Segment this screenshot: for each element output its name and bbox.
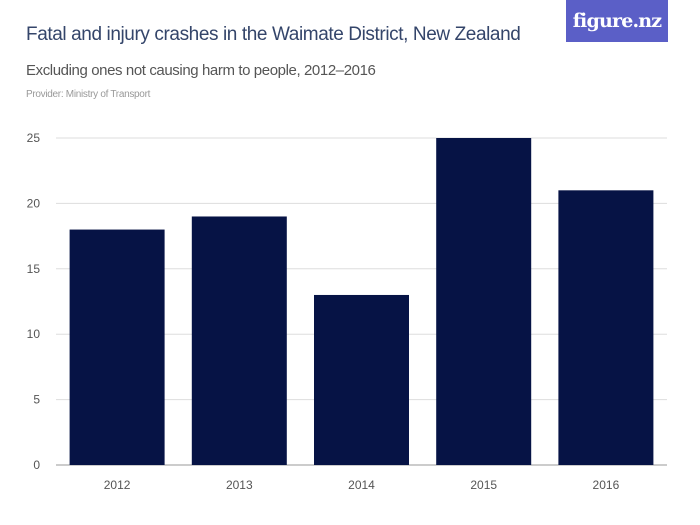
y-tick-label: 25	[27, 131, 41, 145]
y-tick-label: 0	[33, 458, 40, 472]
x-tick-label: 2014	[348, 478, 375, 492]
x-tick-label: 2015	[470, 478, 497, 492]
bar-2012	[69, 229, 165, 465]
chart-subtitle: Excluding ones not causing harm to peopl…	[26, 62, 376, 79]
provider-text: Provider: Ministry of Transport	[26, 89, 151, 100]
bar-2015	[436, 138, 532, 465]
bar-2014	[314, 294, 409, 465]
y-tick-label: 20	[27, 196, 41, 210]
y-tick-label: 10	[27, 327, 41, 341]
x-tick-label: 2013	[226, 478, 253, 492]
bar-2013	[191, 216, 287, 465]
x-tick-label: 2016	[593, 478, 620, 492]
chart-title: Fatal and injury crashes in the Waimate …	[26, 24, 521, 45]
figure-nz-logo[interactable]: figure.nz	[566, 0, 668, 42]
bar-2016	[558, 190, 654, 465]
y-tick-label: 5	[33, 393, 40, 407]
x-tick-label: 2012	[104, 478, 131, 492]
y-tick-label: 15	[27, 262, 41, 276]
